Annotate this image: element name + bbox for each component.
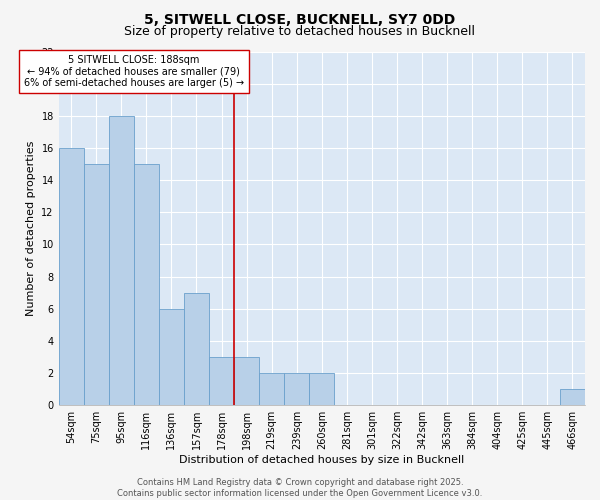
Bar bbox=[209, 357, 234, 405]
Bar bbox=[259, 373, 284, 405]
Text: 5 SITWELL CLOSE: 188sqm
← 94% of detached houses are smaller (79)
6% of semi-det: 5 SITWELL CLOSE: 188sqm ← 94% of detache… bbox=[24, 54, 244, 88]
Bar bbox=[83, 164, 109, 405]
Text: Contains HM Land Registry data © Crown copyright and database right 2025.
Contai: Contains HM Land Registry data © Crown c… bbox=[118, 478, 482, 498]
Bar bbox=[284, 373, 309, 405]
Bar bbox=[184, 292, 209, 405]
X-axis label: Distribution of detached houses by size in Bucknell: Distribution of detached houses by size … bbox=[179, 455, 464, 465]
Bar bbox=[109, 116, 134, 405]
Bar bbox=[234, 357, 259, 405]
Text: 5, SITWELL CLOSE, BUCKNELL, SY7 0DD: 5, SITWELL CLOSE, BUCKNELL, SY7 0DD bbox=[145, 12, 455, 26]
Bar bbox=[134, 164, 159, 405]
Bar bbox=[59, 148, 83, 405]
Bar bbox=[560, 389, 585, 405]
Y-axis label: Number of detached properties: Number of detached properties bbox=[26, 140, 36, 316]
Bar bbox=[159, 308, 184, 405]
Text: Size of property relative to detached houses in Bucknell: Size of property relative to detached ho… bbox=[125, 25, 476, 38]
Bar bbox=[309, 373, 334, 405]
